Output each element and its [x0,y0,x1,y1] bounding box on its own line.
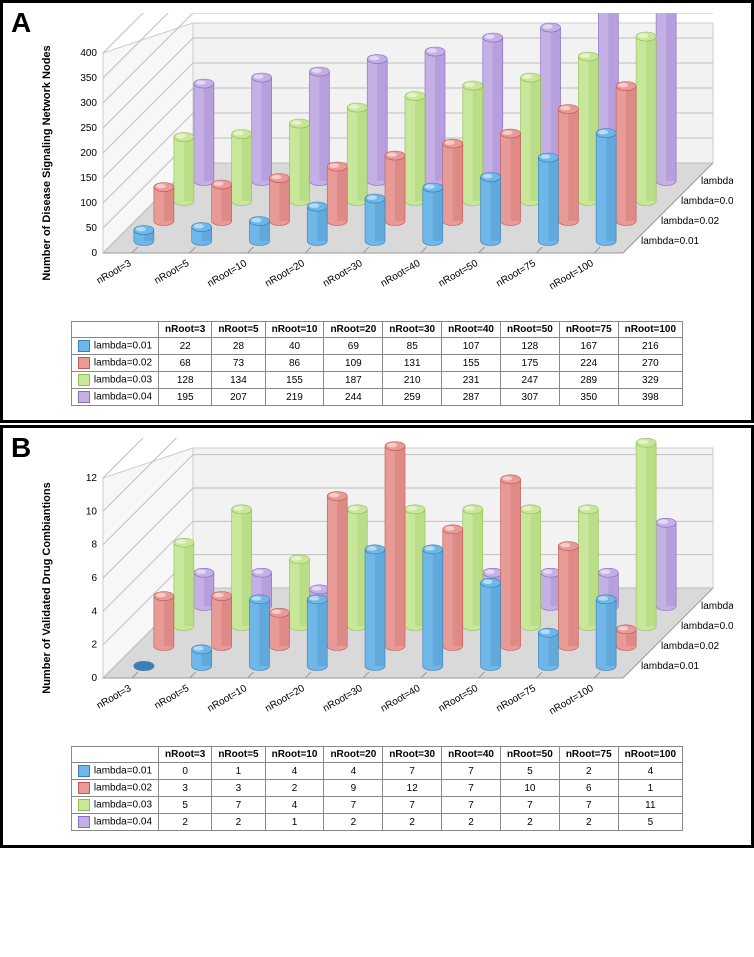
svg-text:nRoot=3: nRoot=3 [95,683,134,712]
svg-text:0: 0 [91,248,97,259]
svg-text:lambda=0.01: lambda=0.01 [641,236,700,247]
panel-b-ylabel: Number of Validated Drug Combiantions [41,482,53,693]
svg-text:150: 150 [80,173,97,184]
svg-text:300: 300 [80,98,97,109]
svg-text:2: 2 [91,640,97,651]
figure: A Number of Disease Signaling Network No… [0,0,754,848]
svg-text:nRoot=3: nRoot=3 [95,258,134,287]
svg-text:350: 350 [80,73,97,84]
svg-text:nRoot=50: nRoot=50 [437,683,481,715]
svg-text:200: 200 [80,148,97,159]
panel-b-table: nRoot=3nRoot=5nRoot=10nRoot=20nRoot=30nR… [71,746,683,831]
svg-text:lambda=0.04: lambda=0.04 [701,176,733,187]
svg-text:250: 250 [80,123,97,134]
svg-text:6: 6 [91,573,97,584]
svg-text:lambda=0.04: lambda=0.04 [701,601,733,612]
svg-text:nRoot=5: nRoot=5 [153,258,192,287]
svg-text:0: 0 [91,673,97,684]
svg-text:nRoot=30: nRoot=30 [321,683,365,715]
panel-a-chart: 0 50 100 150 200 250 300 350 400 nRoot=3 nRoot=5 nR… [53,13,733,313]
panel-b-chart-wrap: Number of Validated Drug Combiantions 02… [53,438,741,738]
svg-text:lambda=0.03: lambda=0.03 [681,196,733,207]
panel-a-table: nRoot=3nRoot=5nRoot=10nRoot=20nRoot=30nR… [71,321,683,406]
svg-text:lambda=0.02: lambda=0.02 [661,216,720,227]
svg-text:nRoot=20: nRoot=20 [263,683,307,715]
svg-text:nRoot=10: nRoot=10 [206,258,250,290]
svg-text:nRoot=75: nRoot=75 [495,258,539,290]
svg-text:12: 12 [86,473,98,484]
svg-text:100: 100 [80,198,97,209]
svg-text:nRoot=100: nRoot=100 [547,258,595,292]
svg-text:8: 8 [91,540,97,551]
svg-text:50: 50 [86,223,98,234]
panel-a: A Number of Disease Signaling Network No… [0,0,754,423]
panel-b-label: B [11,432,31,464]
svg-text:nRoot=40: nRoot=40 [379,258,423,290]
svg-text:nRoot=75: nRoot=75 [495,683,539,715]
svg-text:10: 10 [86,506,98,517]
panel-a-label: A [11,7,31,39]
svg-text:nRoot=30: nRoot=30 [321,258,365,290]
svg-text:nRoot=100: nRoot=100 [547,683,595,717]
svg-text:4: 4 [91,606,97,617]
svg-text:lambda=0.02: lambda=0.02 [661,641,720,652]
panel-a-ylabel: Number of Disease Signaling Network Node… [41,45,53,280]
svg-text:nRoot=5: nRoot=5 [153,683,192,712]
svg-text:nRoot=50: nRoot=50 [437,258,481,290]
svg-text:400: 400 [80,48,97,59]
panel-b: B Number of Validated Drug Combiantions … [0,425,754,848]
svg-text:lambda=0.01: lambda=0.01 [641,661,700,672]
svg-text:nRoot=40: nRoot=40 [379,683,423,715]
svg-text:lambda=0.03: lambda=0.03 [681,621,733,632]
panel-a-chart-wrap: Number of Disease Signaling Network Node… [53,13,741,313]
svg-text:nRoot=20: nRoot=20 [263,258,307,290]
svg-text:nRoot=10: nRoot=10 [206,683,250,715]
panel-b-chart: 0 2 4 6 8 10 12 nRoot=3 nRoot=5 nRoot=10 nRoot=20 n… [53,438,733,738]
